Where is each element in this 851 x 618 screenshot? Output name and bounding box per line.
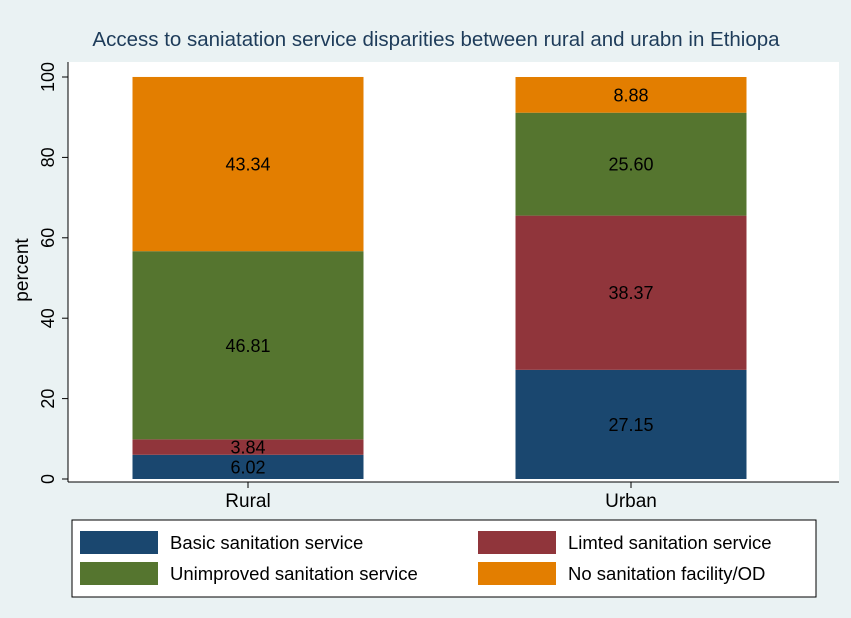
- y-tick-label: 80: [38, 147, 58, 167]
- y-tick-label: 20: [38, 389, 58, 409]
- chart-title: Access to saniatation service disparitie…: [92, 28, 780, 51]
- x-tick-label: Urban: [605, 491, 657, 512]
- data-label: 27.15: [608, 415, 653, 435]
- bars-group: 6.023.84 46.81 43.34 27.15 38.37 25.60 8.88: [132, 76, 747, 479]
- bar-segment: [515, 112, 747, 216]
- y-tick-label: 60: [38, 228, 58, 248]
- data-label: 8.88: [613, 85, 648, 105]
- legend-swatch: [478, 562, 556, 585]
- legend-label: Limted sanitation service: [568, 532, 772, 553]
- legend: Basic sanitation service Limted sanitatio…: [71, 519, 817, 598]
- data-label: 38.37: [608, 283, 653, 303]
- bar-segment: [515, 77, 747, 113]
- data-label: 43.34: [225, 155, 270, 175]
- legend-swatch: [80, 531, 158, 554]
- legend-swatch: [80, 562, 158, 585]
- y-tick-label: 0: [38, 474, 58, 484]
- data-label: 6.02: [230, 457, 265, 477]
- y-axis: 0 20 40 60 80 100: [38, 62, 69, 484]
- legend-label: Basic sanitation service: [170, 532, 363, 553]
- legend-swatch: [478, 531, 556, 554]
- data-label: 46.81: [225, 336, 270, 356]
- legend-label: Unimproved sanitation service: [170, 563, 418, 584]
- bar-segment: [515, 369, 747, 479]
- legend-label: No sanitation facility/OD: [568, 563, 765, 584]
- bar-segment: [132, 454, 364, 479]
- y-tick-label: 40: [38, 308, 58, 328]
- bar-segment: [515, 215, 747, 370]
- bar-segment: [132, 76, 364, 252]
- y-axis-label: percent: [12, 238, 33, 302]
- x-tick-label: Rural: [225, 491, 270, 512]
- data-label: 25.60: [608, 155, 653, 175]
- y-tick-label: 100: [38, 62, 58, 92]
- legend-box: [71, 519, 817, 598]
- data-label: 3.84: [230, 438, 265, 458]
- x-axis: Rural Urban: [68, 481, 839, 512]
- bar-segment: [132, 439, 364, 455]
- bar-segment: [132, 251, 364, 440]
